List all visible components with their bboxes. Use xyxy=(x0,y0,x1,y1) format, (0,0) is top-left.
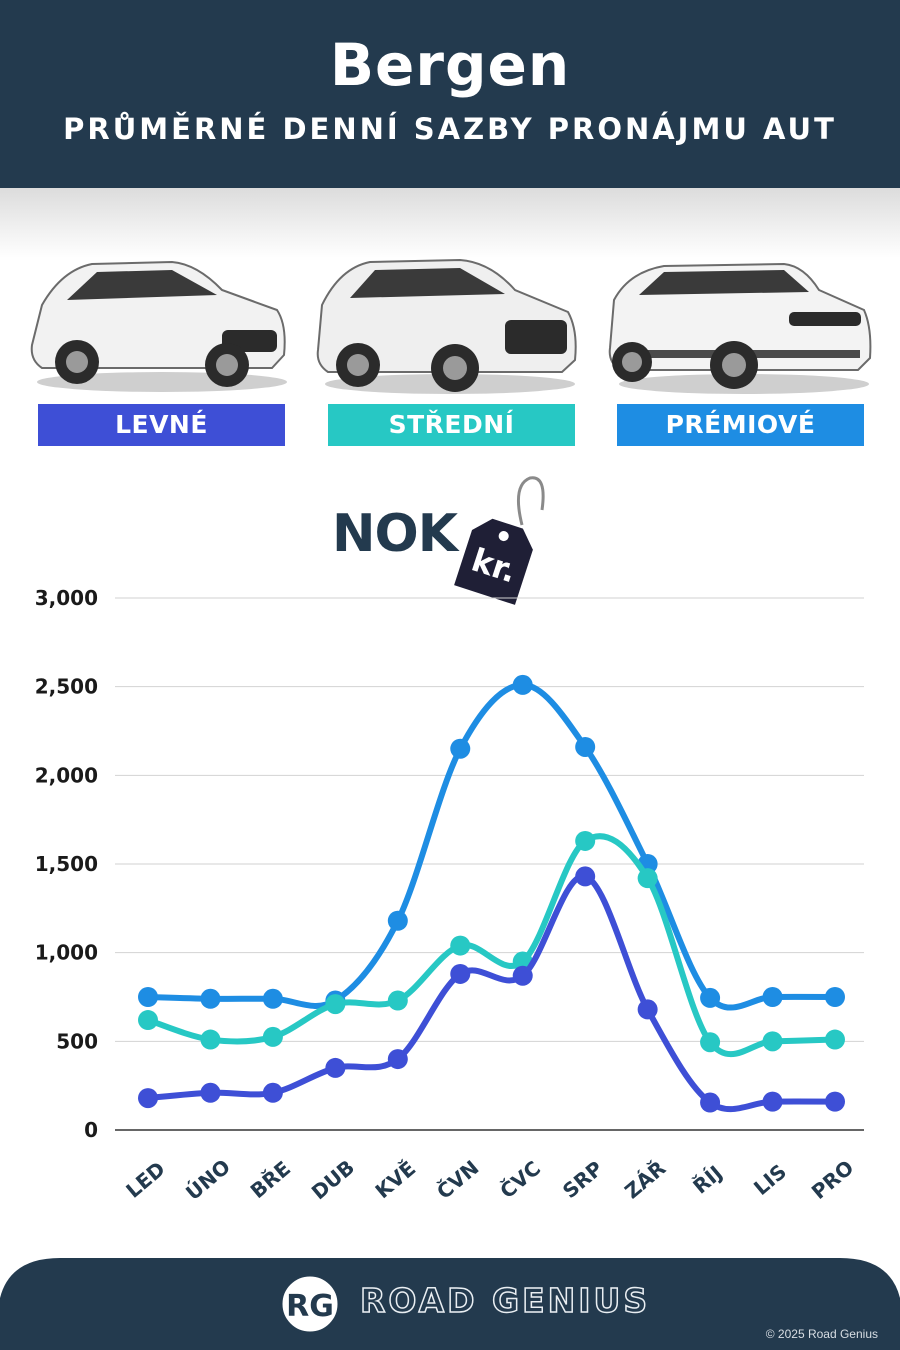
data-point xyxy=(450,935,471,956)
data-point xyxy=(387,1049,408,1070)
logo-text: RG xyxy=(286,1289,334,1324)
x-tick-label: LIS xyxy=(749,1159,791,1200)
data-point xyxy=(825,987,845,1007)
data-point xyxy=(262,1082,283,1103)
copyright: © 2025 Road Genius xyxy=(765,1327,878,1341)
y-tick-label: 0 xyxy=(84,1118,98,1142)
data-point xyxy=(825,1091,845,1112)
data-point xyxy=(700,987,721,1008)
data-point xyxy=(575,830,596,851)
city-title: Bergen xyxy=(329,31,571,99)
y-tick-label: 3,000 xyxy=(35,586,98,610)
y-tick-label: 1,500 xyxy=(35,852,98,876)
y-tick-label: 500 xyxy=(56,1029,98,1053)
brand-name: ROAD GENIUS xyxy=(359,1281,651,1320)
data-point xyxy=(138,1010,158,1031)
data-point xyxy=(450,738,471,759)
data-point xyxy=(325,994,346,1015)
x-tick-label: ÚNO xyxy=(181,1154,235,1205)
data-point xyxy=(138,1088,158,1109)
price-tag-icon: kr. xyxy=(454,476,545,605)
data-point xyxy=(637,999,658,1020)
data-point xyxy=(762,1091,783,1112)
data-point xyxy=(262,1026,283,1047)
x-tick-label: ŘÍJ xyxy=(688,1161,727,1199)
badge-economy-label: LEVNÉ xyxy=(115,410,208,439)
data-point xyxy=(325,1057,346,1078)
chart-series xyxy=(138,674,845,1113)
badge-premium-label: PRÉMIOVÉ xyxy=(665,410,816,439)
data-point xyxy=(200,1082,221,1103)
data-point xyxy=(262,988,283,1009)
data-point xyxy=(138,987,158,1007)
data-point xyxy=(762,987,783,1007)
road-genius-logo-icon: RG xyxy=(279,1273,341,1335)
badge-midsize: STŘEDNÍ xyxy=(328,404,575,446)
data-point xyxy=(387,910,408,931)
economy-car-image xyxy=(30,260,287,392)
y-tick-label: 2,000 xyxy=(35,763,98,787)
data-point xyxy=(512,674,533,695)
x-axis-ticks: LED ÚNO BŘE DUB KVĚ ČVN ČVC SRP ZÁŘ ŘÍJ LIS PRO xyxy=(121,1154,858,1205)
badge-economy: LEVNÉ xyxy=(38,404,285,446)
badge-midsize-label: STŘEDNÍ xyxy=(388,410,515,439)
x-tick-label: SRP xyxy=(558,1156,607,1203)
data-point xyxy=(637,868,658,889)
data-point xyxy=(200,988,221,1009)
x-tick-label: ČVC xyxy=(495,1156,545,1203)
midsize-car-image xyxy=(316,258,577,394)
x-tick-label: KVĚ xyxy=(371,1156,421,1203)
data-point xyxy=(387,990,408,1011)
data-point xyxy=(575,866,596,887)
footer-bar xyxy=(0,1258,900,1350)
series-line xyxy=(145,873,838,1113)
premium-car-image xyxy=(608,262,872,394)
x-tick-label: ČVN xyxy=(432,1155,483,1204)
header-shadow xyxy=(0,188,900,258)
data-point xyxy=(700,1032,721,1053)
x-tick-label: BŘE xyxy=(246,1156,295,1203)
x-tick-label: DUB xyxy=(307,1155,359,1204)
x-tick-label: PRO xyxy=(807,1155,858,1204)
badge-premium: PRÉMIOVÉ xyxy=(617,404,864,446)
series-line xyxy=(145,833,838,1058)
chart-subtitle: PRŮMĚRNÉ DENNÍ SAZBY PRONÁJMU AUT xyxy=(63,112,837,146)
data-point xyxy=(575,736,596,757)
line-chart: 0 500 1,000 1,500 2,000 2,500 3,000 LED ÚNO BŘE D… xyxy=(35,586,864,1205)
data-point xyxy=(762,1031,783,1052)
y-tick-label: 2,500 xyxy=(35,675,98,699)
header: Bergen PRŮMĚRNÉ DENNÍ SAZBY PRONÁJMU AUT xyxy=(0,0,900,188)
x-tick-label: ZÁŘ xyxy=(620,1156,670,1204)
data-point xyxy=(450,963,471,984)
y-tick-label: 1,000 xyxy=(35,941,98,965)
y-axis-ticks: 0 500 1,000 1,500 2,000 2,500 3,000 xyxy=(35,586,98,1142)
data-point xyxy=(512,965,533,986)
data-point xyxy=(700,1092,721,1113)
x-tick-label: LED xyxy=(121,1157,169,1203)
currency-label: NOK xyxy=(332,504,458,564)
data-point xyxy=(825,1029,845,1050)
data-point xyxy=(200,1029,221,1050)
